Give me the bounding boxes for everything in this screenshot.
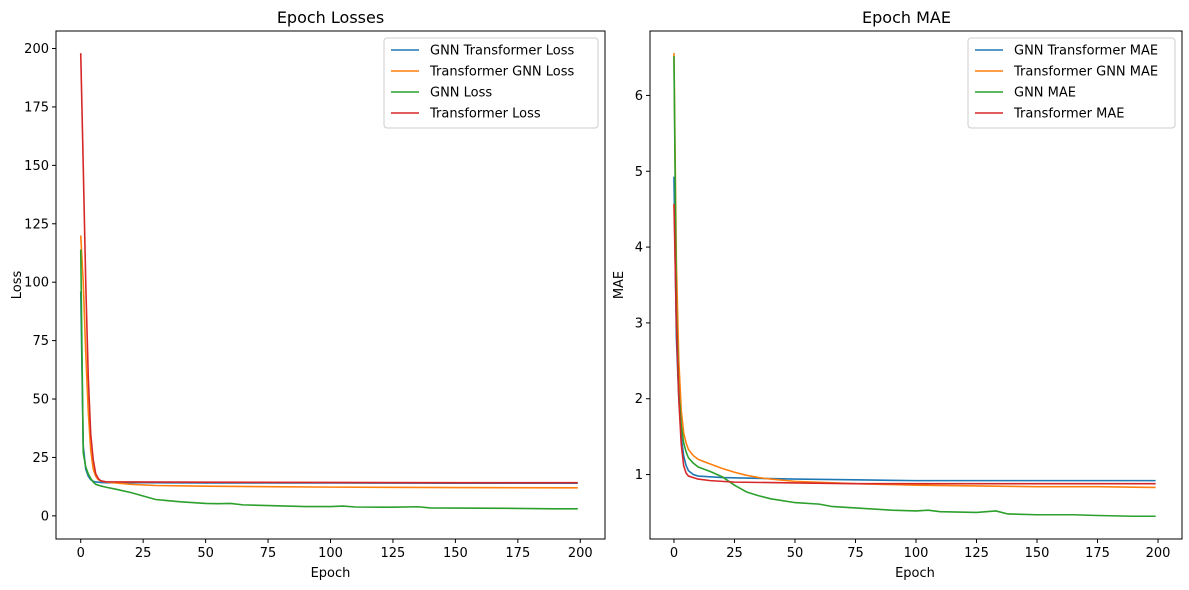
x-tick-label: 200: [568, 546, 593, 561]
legend-label-3: Transformer Loss: [429, 107, 541, 122]
x-tick-label: 150: [443, 546, 468, 561]
series-line-2: [79, 249, 578, 510]
y-tick-label: 100: [24, 276, 49, 291]
legend: GNN Transformer MAE Transformer GNN MAE GN…: [967, 37, 1176, 129]
legend-label-2: GNN Loss: [430, 86, 492, 101]
y-axis-label: Loss: [10, 271, 25, 300]
axis-ticks: 0 25 50 75 100 125 150 175 200 0 25 50 75 100 125 150 17…: [24, 42, 593, 561]
x-tick-label: 50: [787, 546, 804, 561]
y-tick-label: 200: [24, 42, 49, 57]
y-tick-label: 75: [32, 334, 49, 349]
y-tick-label: 5: [635, 165, 643, 180]
series-line-3: [79, 53, 578, 484]
series-line-0: [79, 291, 578, 484]
axis-ticks: 0 25 50 75 100 125 150 175 200 1 2 3 4 5 6: [635, 89, 1171, 561]
y-tick-label: 175: [24, 100, 49, 115]
legend-label-1: Transformer GNN Loss: [429, 65, 575, 80]
legend: GNN Transformer Loss Transformer GNN Loss…: [383, 37, 599, 129]
x-axis-label: Epoch: [895, 566, 935, 581]
x-tick-label: 125: [381, 546, 406, 561]
x-tick-label: 125: [964, 546, 989, 561]
y-tick-label: 25: [32, 451, 49, 466]
y-tick-label: 0: [41, 509, 49, 524]
series-line-2: [673, 56, 1156, 518]
y-tick-label: 1: [635, 468, 643, 483]
y-tick-label: 50: [32, 393, 49, 408]
x-tick-label: 0: [670, 546, 678, 561]
y-tick-label: 6: [635, 89, 643, 104]
x-tick-label: 0: [77, 546, 85, 561]
chart-title: Epoch Losses: [277, 8, 384, 27]
legend-frame: [383, 37, 599, 129]
y-tick-label: 4: [635, 241, 643, 256]
chart-epoch-mae: Epoch MAE 0 25 50 75 100 125 150 175 200 1 2 3 4 5 6 E…: [612, 8, 1183, 581]
plot-lines: [673, 52, 1156, 518]
x-tick-label: 75: [260, 546, 277, 561]
x-tick-label: 50: [197, 546, 214, 561]
legend-frame: [967, 37, 1176, 129]
series-line-3: [673, 203, 1156, 485]
x-tick-label: 175: [505, 546, 530, 561]
series-line-1: [673, 52, 1156, 489]
y-tick-label: 3: [635, 316, 643, 331]
x-tick-label: 75: [847, 546, 864, 561]
x-tick-label: 200: [1146, 546, 1171, 561]
x-tick-label: 150: [1025, 546, 1050, 561]
series-line-0: [673, 176, 1156, 482]
legend-label-0: GNN Transformer MAE: [1014, 44, 1158, 59]
legend-label-2: GNN MAE: [1014, 86, 1076, 101]
plot-lines: [79, 53, 578, 510]
y-tick-label: 2: [635, 392, 643, 407]
y-tick-label: 150: [24, 159, 49, 174]
x-tick-label: 175: [1085, 546, 1110, 561]
y-axis-label: MAE: [612, 271, 627, 299]
x-tick-label: 25: [135, 546, 152, 561]
x-tick-label: 100: [904, 546, 929, 561]
chart-title: Epoch MAE: [862, 8, 951, 27]
legend-label-1: Transformer GNN MAE: [1013, 65, 1158, 80]
chart-epoch-losses: Epoch Losses 0 25 50 75 100 125 150 175 200 0 25 50…: [10, 8, 606, 581]
y-tick-label: 125: [24, 217, 49, 232]
series-line-1: [79, 235, 578, 489]
legend-label-3: Transformer MAE: [1013, 107, 1124, 122]
x-tick-label: 100: [318, 546, 343, 561]
legend-label-0: GNN Transformer Loss: [430, 44, 575, 59]
x-tick-label: 25: [726, 546, 743, 561]
x-axis-label: Epoch: [311, 566, 351, 581]
